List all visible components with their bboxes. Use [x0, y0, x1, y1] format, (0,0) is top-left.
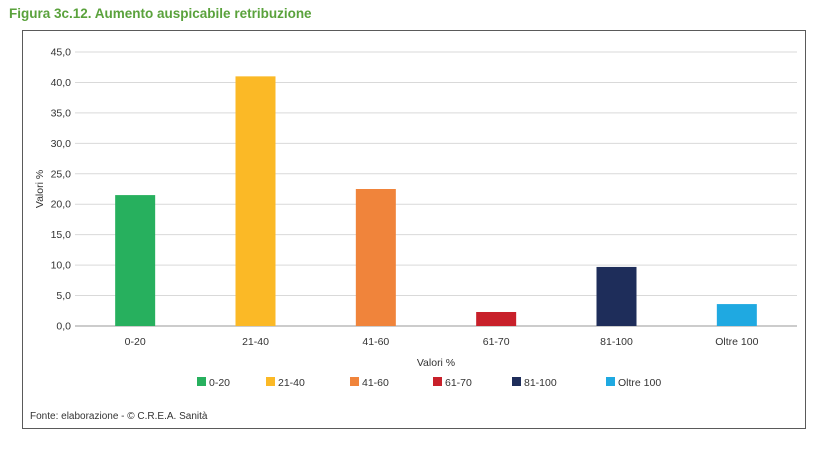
y-tick-label: 45,0	[51, 47, 72, 59]
y-tick-label: 10,0	[51, 260, 72, 272]
legend-swatch	[606, 377, 615, 386]
x-tick-label: Oltre 100	[715, 336, 758, 348]
legend-swatch	[197, 377, 206, 386]
x-tick-label: 0-20	[125, 336, 146, 348]
legend-swatch	[433, 377, 442, 386]
x-tick-label: 21-40	[242, 336, 269, 348]
chart-frame	[22, 30, 806, 429]
y-tick-label: 5,0	[56, 290, 71, 302]
legend-swatch	[350, 377, 359, 386]
bar	[596, 266, 637, 326]
source-note: Fonte: elaborazione - © C.R.E.A. Sanità	[30, 411, 208, 422]
x-tick-label: 41-60	[362, 336, 389, 348]
legend-label: 0-20	[209, 377, 230, 389]
y-tick-label: 35,0	[51, 107, 72, 119]
y-tick-label: 20,0	[51, 199, 72, 211]
y-tick-label: 30,0	[51, 138, 72, 150]
y-tick-label: 0,0	[56, 321, 71, 333]
y-tick-label: 25,0	[51, 168, 72, 180]
bar	[115, 195, 156, 326]
y-tick-label: 15,0	[51, 229, 72, 241]
legend-label: 41-60	[362, 377, 389, 389]
y-axis-title: Valori %	[34, 170, 46, 208]
bar	[476, 311, 517, 326]
x-tick-label: 81-100	[600, 336, 633, 348]
legend-label: 21-40	[278, 377, 305, 389]
legend-label: 61-70	[445, 377, 472, 389]
x-tick-label: 61-70	[483, 336, 510, 348]
legend-swatch	[512, 377, 521, 386]
bar	[355, 189, 396, 326]
bar	[235, 76, 276, 326]
legend-label: 81-100	[524, 377, 557, 389]
x-axis-title: Valori %	[417, 357, 455, 369]
legend-swatch	[266, 377, 275, 386]
y-tick-label: 40,0	[51, 77, 72, 89]
bar	[716, 304, 757, 326]
figure-title: Figura 3c.12. Aumento auspicabile retrib…	[9, 6, 312, 21]
legend-label: Oltre 100	[618, 377, 661, 389]
